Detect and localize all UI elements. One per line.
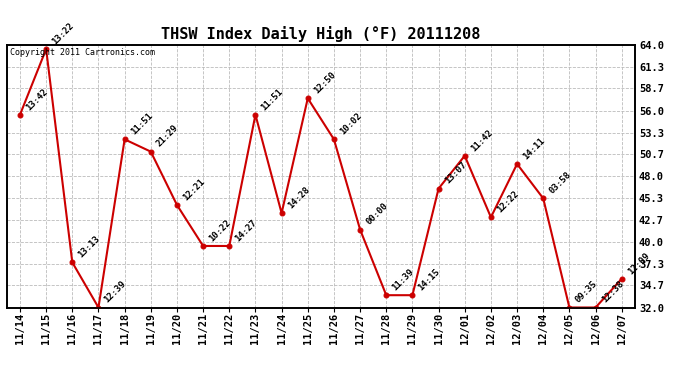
- Text: 11:39: 11:39: [391, 267, 416, 292]
- Text: 14:11: 14:11: [521, 136, 546, 161]
- Text: 00:00: 00:00: [364, 201, 390, 227]
- Text: 13:22: 13:22: [50, 21, 76, 46]
- Text: 13:07: 13:07: [443, 160, 468, 186]
- Text: 11:51: 11:51: [259, 87, 285, 112]
- Text: 10:02: 10:02: [338, 111, 364, 136]
- Text: 21:29: 21:29: [155, 123, 180, 149]
- Text: 11:42: 11:42: [469, 128, 494, 153]
- Text: 12:22: 12:22: [495, 189, 520, 214]
- Text: 14:27: 14:27: [233, 218, 259, 243]
- Text: 14:28: 14:28: [286, 185, 311, 210]
- Text: 13:13: 13:13: [77, 234, 102, 260]
- Text: 12:09: 12:09: [626, 251, 651, 276]
- Text: 14:15: 14:15: [417, 267, 442, 292]
- Text: 09:35: 09:35: [573, 279, 599, 305]
- Text: 10:22: 10:22: [207, 218, 233, 243]
- Text: 12:39: 12:39: [103, 279, 128, 305]
- Title: THSW Index Daily High (°F) 20111208: THSW Index Daily High (°F) 20111208: [161, 27, 480, 42]
- Text: 12:38: 12:38: [600, 279, 625, 305]
- Text: 12:50: 12:50: [312, 70, 337, 96]
- Text: 03:58: 03:58: [547, 170, 573, 196]
- Text: 13:42: 13:42: [24, 87, 50, 112]
- Text: 11:51: 11:51: [129, 111, 154, 136]
- Text: Copyright 2011 Cartronics.com: Copyright 2011 Cartronics.com: [10, 48, 155, 57]
- Text: 12:21: 12:21: [181, 177, 206, 202]
